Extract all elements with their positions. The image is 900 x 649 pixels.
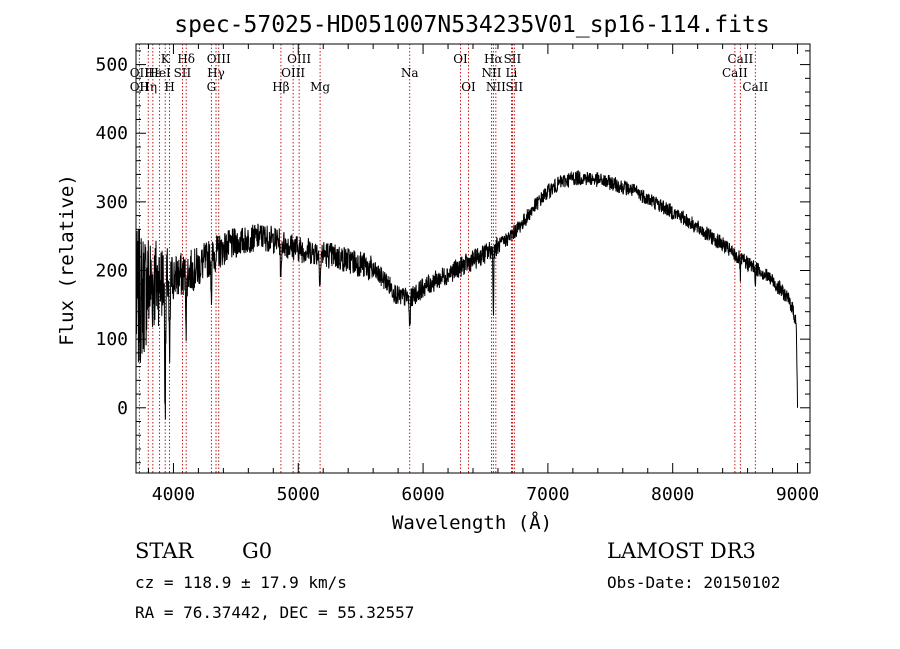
y-tick-label: 100 [95,329,128,350]
line-label: SII [505,80,523,94]
line-label: OII [130,66,150,80]
line-label: K [161,52,171,66]
x-tick-label: 8000 [651,484,694,505]
line-label: SII [504,52,522,66]
line-label: CaII [742,80,768,94]
line-label: Hγ [207,66,225,80]
y-axis-label: Flux (relative) [56,174,78,346]
line-label: Hε [145,66,162,80]
line-label: OI [461,80,476,94]
survey-release: LAMOST DR3 [607,539,756,563]
line-label: CaII [722,66,748,80]
line-label: NII [486,80,506,94]
line-label: G [207,80,217,94]
observation-date: Obs-Date: 20150102 [607,573,781,592]
flux-series-line [135,170,798,420]
sky-coordinates: RA = 76.37442, DEC = 55.32557 [135,603,415,622]
spectral-line-markers [138,44,756,473]
y-tick-label: 400 [95,123,128,144]
line-label: Hη [139,80,157,94]
axis-tick-labels: 4000 5000 6000 7000 8000 9000 0 100 200 300 400 500 [95,55,819,505]
line-label: H [164,80,174,94]
y-tick-label: 300 [95,192,128,213]
x-tick-label: 9000 [776,484,819,505]
line-label: Hα [484,52,503,66]
line-label: CaII [727,52,753,66]
axis-ticks [136,44,810,473]
y-tick-label: 0 [117,398,128,419]
line-label: Na [401,66,419,80]
line-label: NII [481,66,501,80]
line-label: Hβ [272,80,289,94]
chart-title: spec-57025-HD051007N534235V01_sp16-114.f… [174,12,769,38]
y-tick-label: 500 [95,55,128,76]
x-tick-label: 5000 [277,484,320,505]
line-label: OIII [281,66,305,80]
line-label: OI [453,52,468,66]
line-label: Mg [310,80,330,94]
line-label: OIII [207,52,231,66]
line-label: SII [174,66,192,80]
object-class: STAR [135,539,194,563]
line-label: HeI [148,66,171,80]
line-label: Hδ [177,52,195,66]
object-subclass: G0 [242,539,273,563]
line-label: OIII [287,52,311,66]
spectral-line-labels: OIIOIIHηHεHeIKHSIIHδGHγOIIIHβOIIIOIIIMgN… [130,52,769,94]
x-tick-label: 4000 [152,484,195,505]
x-tick-label: 7000 [526,484,569,505]
y-tick-label: 200 [95,261,128,282]
line-label: OII [130,80,150,94]
x-axis-label: Wavelength (Å) [392,511,552,534]
line-label: Li [506,66,518,80]
x-tick-label: 6000 [401,484,444,505]
redshift-velocity: cz = 118.9 ± 17.9 km/s [135,573,347,592]
